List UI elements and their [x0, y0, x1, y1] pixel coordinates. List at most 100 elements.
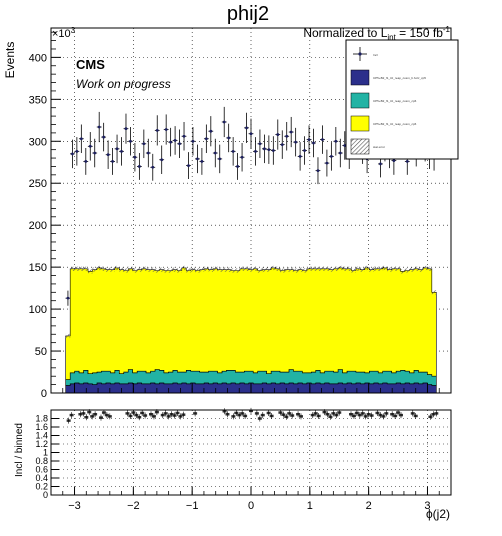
- y-tick-label: 0: [41, 388, 47, 400]
- y-tick-label: 350: [29, 94, 47, 106]
- ratio-point: [101, 409, 106, 416]
- stat-error-bin: [306, 266, 312, 271]
- stat-error-bin: [101, 266, 106, 271]
- stat-error-bin: [311, 266, 316, 271]
- data-point: [136, 153, 142, 180]
- stat-error-bin: [128, 266, 133, 271]
- ratio-point: [254, 410, 259, 417]
- x-tick-label: 0: [248, 500, 254, 512]
- data-point: [87, 132, 93, 161]
- y-axis-label: Events: [3, 42, 17, 79]
- data-point: [333, 127, 339, 156]
- data-point: [320, 125, 325, 154]
- ratio-point: [284, 413, 289, 420]
- stat-error-bin: [74, 266, 80, 271]
- stat-error-bin: [248, 267, 254, 272]
- data-point: [96, 111, 102, 143]
- data-point: [83, 147, 89, 175]
- data-point: [230, 137, 236, 166]
- y-tick-label: 150: [29, 262, 47, 274]
- data-point: [74, 137, 80, 166]
- ratio-point: [90, 413, 95, 420]
- data-point: [119, 137, 124, 166]
- data-point: [78, 124, 84, 154]
- data-point: [275, 119, 281, 150]
- ratio-y-tick-label: 0: [43, 490, 48, 500]
- ratio-point: [181, 411, 186, 418]
- stack-series-2: [65, 267, 437, 380]
- ratio-point: [334, 412, 339, 419]
- stat-error-bin: [413, 266, 419, 271]
- ratio-point: [125, 410, 130, 417]
- ratio-point: [249, 407, 253, 414]
- data-point: [123, 113, 129, 144]
- ratio-point: [243, 412, 248, 419]
- ratio-y-tick-label: 1.4: [35, 431, 48, 441]
- ratio-point: [357, 412, 362, 419]
- data-point: [132, 142, 138, 172]
- data-point: [168, 127, 174, 157]
- data-point: [324, 149, 330, 177]
- stat-error-bin: [391, 266, 397, 271]
- ratio-ticks: −3 −2 −1 0 1 2 300.20.40.60.811.21.41.61.8: [35, 414, 440, 512]
- stat-error-bin: [195, 268, 200, 273]
- stat-error-bin: [172, 267, 178, 272]
- stat-error-bin: [186, 268, 191, 273]
- stat-error-bin: [342, 266, 347, 271]
- stat-error-bin: [146, 267, 151, 272]
- data-point: [239, 142, 245, 172]
- stat-error-bin: [324, 266, 330, 271]
- stat-error-bin: [65, 333, 71, 339]
- main-pad: 0 50 100 150 200 250 300 350 400 CMS Work on pro…: [29, 27, 459, 400]
- lumi-sub: int: [387, 33, 396, 42]
- ratio-point: [69, 412, 74, 419]
- x-tick-label: −3: [68, 500, 81, 512]
- main-ticks: 0 50 100 150 200 250 300 350 400: [29, 31, 440, 400]
- ratio-point: [178, 413, 183, 420]
- stat-error-bin: [427, 266, 432, 271]
- stat-error-bin: [396, 266, 401, 271]
- stat-error-bin: [360, 267, 365, 272]
- ratio-point: [393, 412, 398, 419]
- data-point: [217, 144, 223, 174]
- stat-error-bin: [105, 267, 111, 272]
- ratio-point: [169, 411, 174, 418]
- data-point: [315, 157, 321, 185]
- data-point: [226, 123, 232, 153]
- stat-error-bin: [382, 265, 388, 271]
- stat-error-bin: [70, 266, 75, 271]
- legend-label: stat error: [373, 145, 385, 149]
- stat-error-bin: [338, 265, 343, 271]
- data-point: [244, 112, 249, 143]
- stat-error-bin: [110, 267, 115, 272]
- stat-error-bin: [346, 266, 352, 271]
- stat-error-bin: [199, 267, 205, 272]
- stat-error-bin: [320, 266, 325, 271]
- stat-error-bin: [181, 265, 187, 271]
- stat-error-bin: [163, 268, 169, 273]
- ratio-point: [107, 413, 112, 420]
- legend-label: CP5+B2_f1_ttz_reap_cosm_cp6: [373, 122, 417, 126]
- stat-error-bin: [253, 266, 258, 271]
- ratio-point: [131, 409, 136, 416]
- ratio-point: [399, 412, 403, 419]
- stat-error-bin: [137, 267, 142, 272]
- stat-error-bin: [83, 266, 89, 271]
- ratio-point: [381, 413, 386, 420]
- x-tick-label: −2: [127, 500, 140, 512]
- ratio-point: [84, 414, 89, 421]
- stat-error-bin: [177, 268, 182, 273]
- ratio-point: [390, 411, 395, 418]
- ratio-point: [434, 410, 439, 417]
- ratio-point: [281, 411, 286, 418]
- ratio-point: [363, 413, 368, 420]
- ratio-point: [222, 408, 227, 415]
- cms-label: CMS: [76, 57, 105, 72]
- data-point: [311, 128, 316, 158]
- y-exponent-power: 3: [71, 26, 76, 35]
- data-point: [70, 139, 75, 169]
- data-point: [101, 122, 107, 152]
- y-tick-label: 200: [29, 220, 47, 232]
- cms-sublabel: Work on progress: [76, 77, 171, 91]
